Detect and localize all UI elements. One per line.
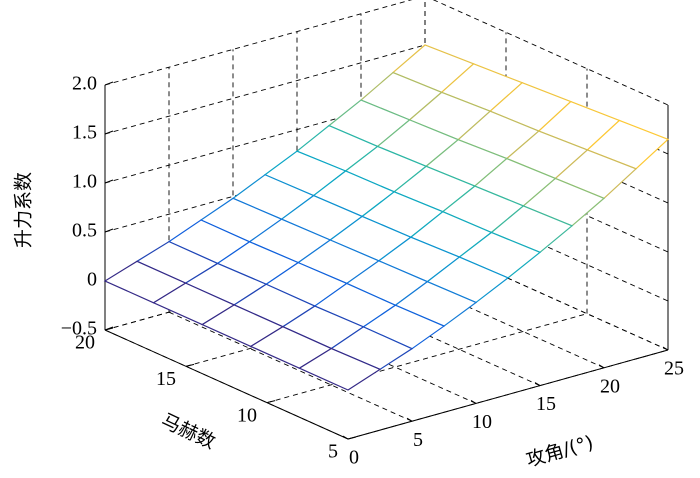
grid-line: [104, 44, 426, 135]
tick-mark: [104, 327, 114, 331]
x-tick-label: 0: [349, 447, 359, 469]
tick-mark: [347, 436, 357, 440]
y-axis-label: 马赫数: [158, 410, 219, 454]
axis-line: [104, 329, 349, 440]
x-tick-label: 15: [536, 393, 556, 415]
tick-mark: [598, 364, 605, 369]
tick-mark: [104, 228, 114, 233]
tick-mark: [470, 399, 477, 404]
axis-line: [347, 349, 669, 440]
mesh-cell: [298, 347, 382, 391]
tick-mark: [406, 417, 413, 422]
tick-mark: [266, 400, 276, 404]
z-tick-label: 1.0: [72, 171, 97, 193]
x-tick-label: 20: [600, 375, 620, 397]
grid-line: [104, 0, 413, 86]
x-tick-label: 25: [664, 358, 684, 380]
tick-mark: [104, 179, 114, 184]
z-tick-label: 0: [87, 269, 97, 291]
x-axis-label: 攻角/(°): [524, 431, 596, 471]
x-tick-label: 5: [413, 429, 423, 451]
z-tick-label: −0.5: [61, 318, 97, 340]
tick-mark: [534, 382, 541, 387]
tick-mark: [342, 435, 349, 440]
tick-mark: [662, 346, 669, 351]
y-tick-label: 20: [75, 332, 95, 354]
z-tick-label: 0.5: [72, 220, 97, 242]
z-axis-label: 升力系数: [13, 172, 35, 248]
tick-mark: [104, 81, 114, 86]
y-tick-label: 10: [237, 404, 257, 426]
tick-mark: [185, 363, 195, 367]
z-tick-label: 2.0: [72, 73, 97, 95]
grid-line: [104, 93, 426, 184]
y-tick-label: 15: [156, 368, 176, 390]
tick-mark: [104, 130, 114, 135]
grid-line: [266, 313, 588, 404]
y-tick-label: 5: [328, 441, 338, 463]
x-tick-label: 10: [472, 411, 492, 433]
z-tick-label: 1.5: [72, 122, 97, 144]
